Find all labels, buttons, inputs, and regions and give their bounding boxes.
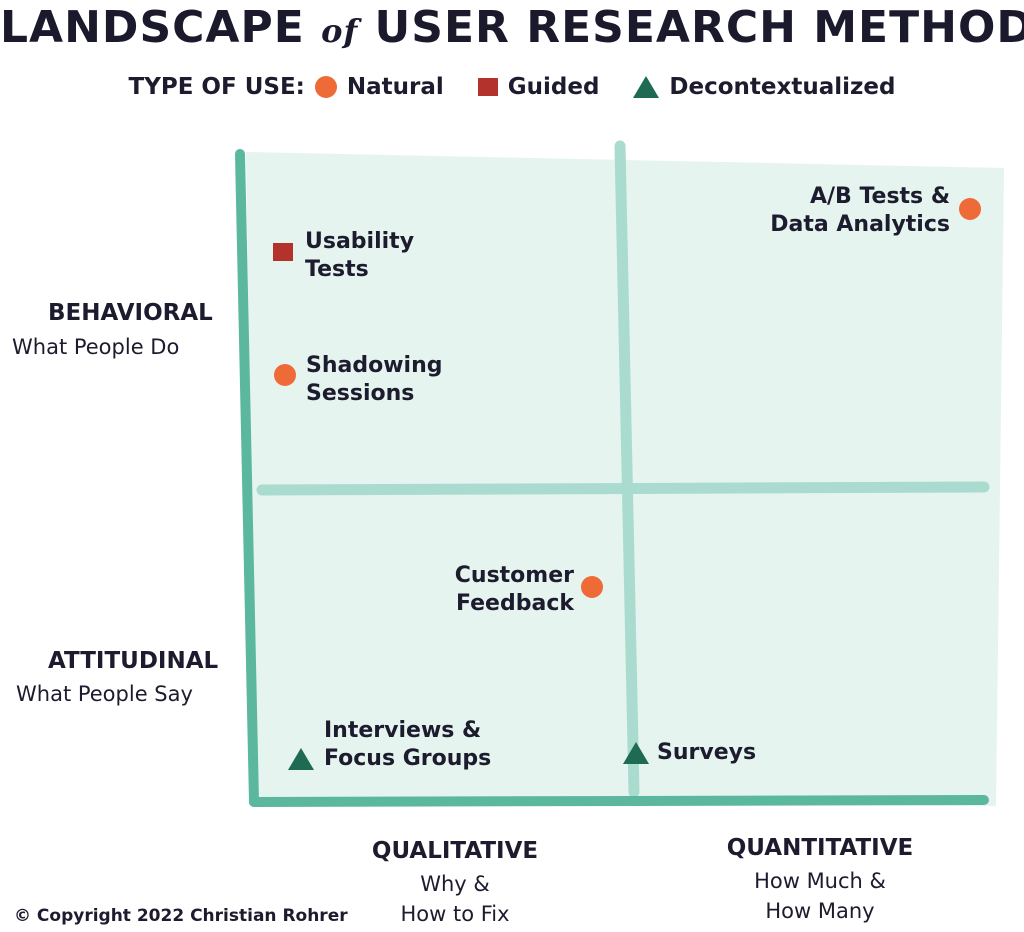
ab-tests-line-2: Data Analytics [770, 212, 950, 237]
legend-decontextualized-triangle-icon [633, 76, 660, 98]
shadowing-sessions-line-1: Shadowing [306, 353, 443, 378]
usability-tests-line-1: Usability [305, 229, 415, 254]
surveys-triangle-icon [623, 742, 649, 764]
legend-decontextualized-label: Decontextualized [669, 74, 896, 100]
row-title-behavioral: BEHAVIORAL [48, 300, 213, 326]
title-part-1: LANDSCAPE [0, 2, 305, 53]
midline-vertical [614, 140, 640, 798]
legend-guided-label: Guided [507, 74, 600, 100]
customer-feedback-line-1: Customer [454, 563, 574, 588]
axis-vertical [235, 149, 259, 807]
row-title-attitudinal: ATTITUDINAL [48, 648, 219, 674]
row-subtitle-behavioral: What People Do [12, 335, 180, 359]
row-subtitle-attitudinal: What People Say [16, 682, 193, 706]
column-title-quantitative: QUANTITATIVE [726, 835, 914, 861]
column-subtitle-qualitative-2: How to Fix [400, 902, 510, 926]
ab-tests-line-1: A/B Tests & [809, 184, 950, 209]
customer-feedback-line-2: Feedback [456, 591, 574, 616]
title-connector: of [321, 12, 359, 50]
column-subtitle-quantitative-2: How Many [765, 899, 875, 923]
ab-tests-label: A/B Tests & Data Analytics [740, 183, 950, 239]
customer-feedback-circle-icon [581, 576, 603, 598]
page-title: LANDSCAPE of USER RESEARCH METHODS [0, 2, 1024, 53]
midline-horizontal [256, 481, 990, 496]
surveys-line-1: Surveys [657, 740, 757, 765]
legend-label: TYPE OF USE: [128, 74, 305, 100]
interviews-line-2: Focus Groups [324, 746, 492, 771]
legend-natural-circle-icon [314, 76, 337, 98]
title-part-2: USER RESEARCH METHODS [374, 2, 1024, 53]
legend-guided-square-icon [477, 78, 498, 96]
shadowing-sessions-circle-icon [274, 364, 296, 386]
shadowing-sessions-line-2: Sessions [306, 381, 415, 406]
axis-horizontal [249, 795, 989, 807]
legend: TYPE OF USE: Natural Guided Decontextual… [0, 74, 1024, 100]
usability-tests-square-icon [273, 243, 293, 261]
usability-tests-line-2: Tests [305, 257, 369, 282]
interviews-triangle-icon [288, 748, 314, 770]
customer-feedback-label: Customer Feedback [400, 562, 574, 618]
legend-natural-label: Natural [346, 74, 444, 100]
column-subtitle-quantitative-1: How Much & [754, 869, 886, 893]
interviews-label: Interviews & Focus Groups [324, 717, 491, 773]
ab-tests-circle-icon [959, 198, 981, 220]
copyright-text: © Copyright 2022 Christian Rohrer [14, 906, 348, 926]
usability-tests-label: Usability Tests [305, 228, 414, 284]
column-subtitle-qualitative-1: Why & [420, 872, 490, 896]
column-title-qualitative: QUALITATIVE [371, 838, 539, 864]
surveys-label: Surveys [657, 739, 756, 767]
interviews-line-1: Interviews & [324, 718, 482, 743]
shadowing-sessions-label: Shadowing Sessions [306, 352, 443, 408]
